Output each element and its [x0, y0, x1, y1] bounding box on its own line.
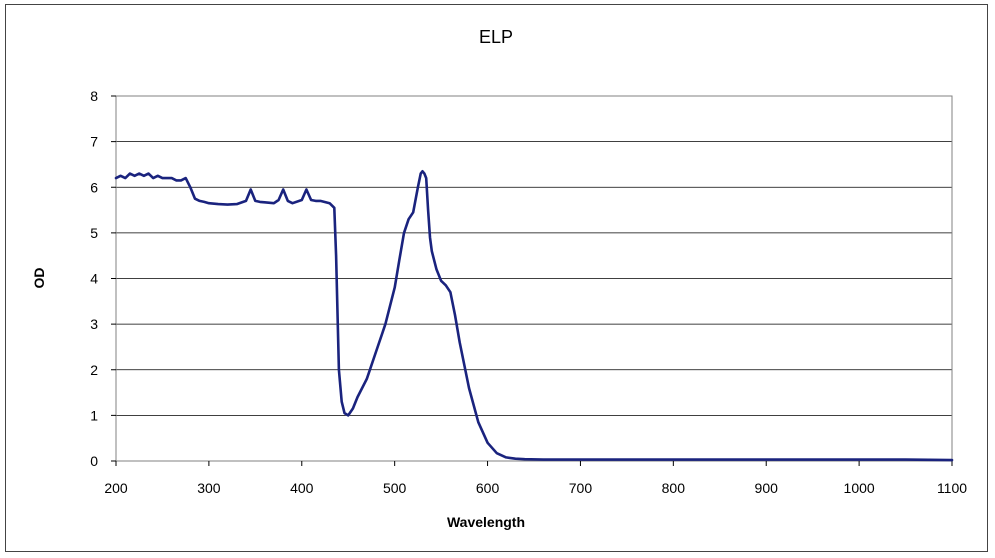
- x-axis-label: Wavelength: [447, 514, 525, 530]
- x-tick-label: 200: [104, 480, 128, 496]
- line-chart: ELP 0 1 2 3 4 5 6 7 8 200 300 400 500 600 700 800 900 10…: [31, 27, 967, 530]
- y-tick-label: 8: [90, 88, 98, 104]
- gridlines: [116, 141, 952, 416]
- x-tick-label: 500: [383, 480, 407, 496]
- series-layer: [114, 170, 954, 462]
- x-tick-label: 800: [662, 480, 686, 496]
- x-tick-label: 400: [290, 480, 314, 496]
- y-tick-label: 7: [90, 134, 98, 150]
- y-tick-label: 6: [90, 179, 98, 195]
- series-line-0: [114, 170, 954, 462]
- y-tick-label: 1: [90, 407, 98, 423]
- y-axis-ticks: 0 1 2 3 4 5 6 7 8: [90, 88, 116, 469]
- y-tick-label: 2: [90, 362, 98, 378]
- y-tick-label: 3: [90, 316, 98, 332]
- y-axis-label: OD: [31, 268, 47, 289]
- x-tick-label: 1000: [844, 480, 875, 496]
- chart-title: ELP: [479, 27, 513, 47]
- x-tick-label: 300: [197, 480, 221, 496]
- x-tick-label: 900: [755, 480, 779, 496]
- chart-frame: ELP 0 1 2 3 4 5 6 7 8 200 300 400 500 600 700 800 900 10…: [5, 4, 988, 552]
- y-tick-label: 5: [90, 225, 98, 241]
- y-tick-label: 0: [90, 453, 98, 469]
- y-tick-label: 4: [90, 271, 98, 287]
- x-axis-ticks: 200 300 400 500 600 700 800 900 1000 1100: [104, 461, 967, 496]
- x-tick-label: 1100: [937, 480, 967, 496]
- x-tick-label: 700: [569, 480, 593, 496]
- x-tick-label: 600: [476, 480, 500, 496]
